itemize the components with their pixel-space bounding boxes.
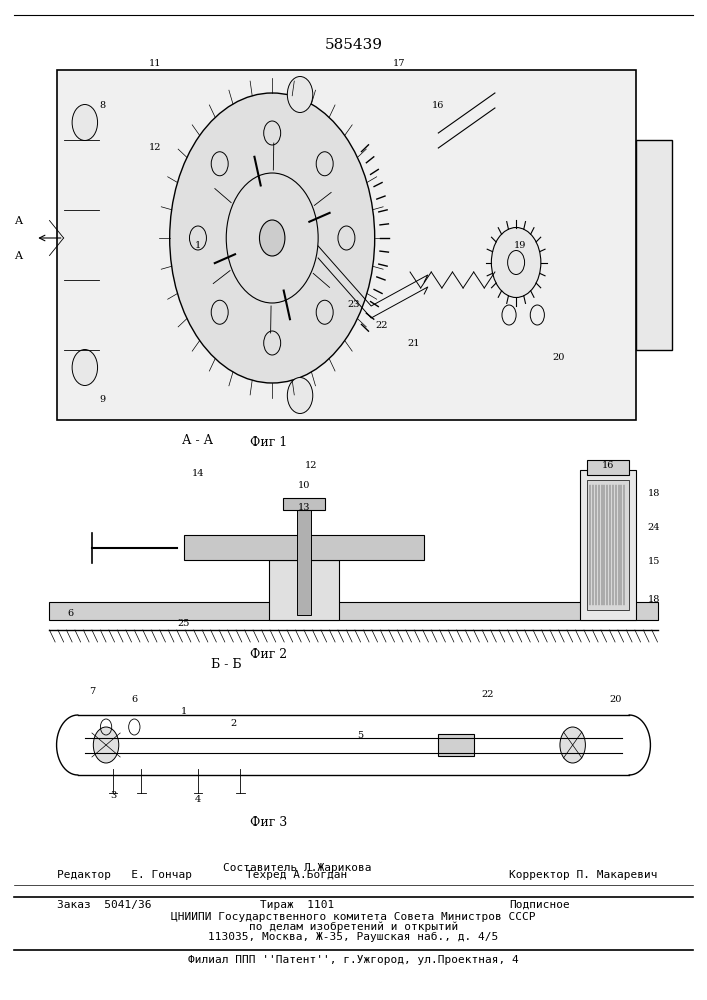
Text: 11: 11 xyxy=(149,58,162,68)
Text: 19: 19 xyxy=(513,241,526,250)
Text: 18: 18 xyxy=(648,595,660,604)
Text: 16: 16 xyxy=(432,101,445,109)
Text: 14: 14 xyxy=(192,469,204,478)
Bar xyxy=(57,70,636,420)
Bar xyxy=(283,498,325,510)
Bar xyxy=(580,470,636,620)
Bar xyxy=(636,140,672,350)
Text: 17: 17 xyxy=(393,58,406,68)
Bar xyxy=(184,535,424,560)
Text: 21: 21 xyxy=(407,339,420,348)
Text: ЦНИИПИ Государственного комитета Совета Министров СССР: ЦНИИПИ Государственного комитета Совета … xyxy=(171,912,536,922)
Text: Техред А.Богдан: Техред А.Богдан xyxy=(246,870,348,880)
Text: А - А: А - А xyxy=(182,434,214,446)
Text: 4: 4 xyxy=(195,794,201,804)
Text: Филиал ППП ''Патент'', г.Ужгород, ул.Проектная, 4: Филиал ППП ''Патент'', г.Ужгород, ул.Про… xyxy=(188,955,519,965)
Text: 5: 5 xyxy=(358,731,363,740)
Bar xyxy=(438,734,474,756)
Bar xyxy=(297,500,311,615)
Text: 1: 1 xyxy=(181,707,187,716)
Text: Фиг 1: Фиг 1 xyxy=(250,436,287,449)
Circle shape xyxy=(287,77,312,112)
Text: 8: 8 xyxy=(100,101,105,109)
Bar xyxy=(587,480,629,610)
Text: 113035, Москва, Ж-35, Раушская наб., д. 4/5: 113035, Москва, Ж-35, Раушская наб., д. … xyxy=(209,932,498,942)
Text: 10: 10 xyxy=(298,481,310,490)
Text: по делам изобретений и открытий: по делам изобретений и открытий xyxy=(249,922,458,932)
Text: 16: 16 xyxy=(602,461,614,470)
Text: 12: 12 xyxy=(149,142,162,151)
Text: 24: 24 xyxy=(648,524,660,532)
Text: A: A xyxy=(13,251,22,261)
Circle shape xyxy=(259,220,285,256)
Text: 18: 18 xyxy=(648,489,660,498)
Text: 585439: 585439 xyxy=(325,38,382,52)
Text: 22: 22 xyxy=(481,690,494,699)
Bar xyxy=(269,560,339,620)
Text: 22: 22 xyxy=(375,321,388,330)
Circle shape xyxy=(72,350,98,385)
Text: 20: 20 xyxy=(552,353,565,361)
Text: Фиг 2: Фиг 2 xyxy=(250,648,287,662)
Circle shape xyxy=(560,727,585,763)
Text: Б - Б: Б - Б xyxy=(211,658,242,672)
Text: Тираж  1101: Тираж 1101 xyxy=(259,900,334,910)
Text: Редактор   Е. Гончар: Редактор Е. Гончар xyxy=(57,870,192,880)
Text: 25: 25 xyxy=(177,619,190,628)
Text: 1: 1 xyxy=(195,241,201,250)
Bar xyxy=(49,602,658,620)
Text: 13: 13 xyxy=(298,503,310,512)
Text: 20: 20 xyxy=(609,695,621,704)
Text: 23: 23 xyxy=(347,300,360,309)
Text: 12: 12 xyxy=(305,461,317,470)
Circle shape xyxy=(287,378,312,414)
Circle shape xyxy=(491,228,541,298)
Text: 9: 9 xyxy=(100,394,105,403)
Text: Заказ  5041/36: Заказ 5041/36 xyxy=(57,900,151,910)
Circle shape xyxy=(72,104,98,140)
Text: 6: 6 xyxy=(68,608,74,617)
Text: Корректор П. Макаревич: Корректор П. Макаревич xyxy=(509,870,658,880)
Text: 2: 2 xyxy=(230,719,236,728)
Text: A: A xyxy=(13,216,22,226)
Text: 7: 7 xyxy=(89,686,95,696)
Text: 15: 15 xyxy=(648,558,660,566)
Text: Подписное: Подписное xyxy=(509,900,570,910)
Text: Составитель Л.Жарикова: Составитель Л.Жарикова xyxy=(223,863,371,873)
Bar xyxy=(587,460,629,475)
Text: 6: 6 xyxy=(132,695,137,704)
Circle shape xyxy=(93,727,119,763)
Text: Фиг 3: Фиг 3 xyxy=(250,816,287,829)
Text: 3: 3 xyxy=(110,791,116,800)
Circle shape xyxy=(170,93,375,383)
